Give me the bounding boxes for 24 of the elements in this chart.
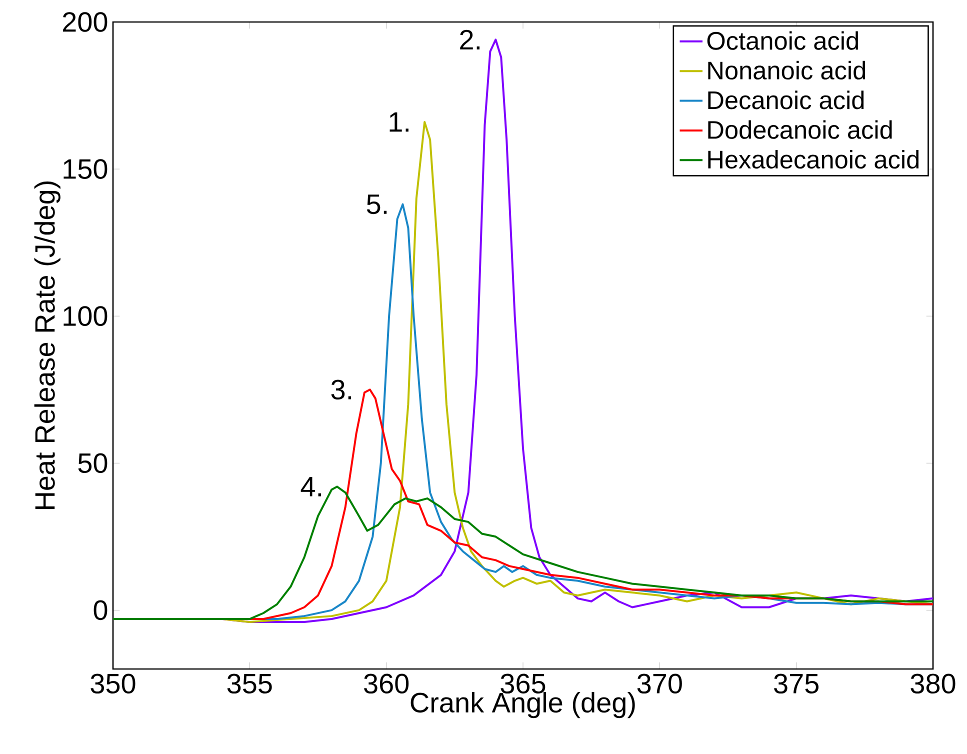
- legend-label: Octanoic acid: [707, 31, 858, 50]
- y-tick-label: 200: [62, 12, 108, 32]
- x-tick-label: 370: [637, 674, 682, 694]
- x-tick-label: 380: [910, 674, 956, 694]
- y-tick-label: 50: [78, 453, 108, 474]
- legend-label: Decanoic acid: [708, 90, 864, 110]
- x-tick-label: 360: [364, 674, 409, 694]
- x-axis-title: Crank Angle (deg): [410, 692, 635, 718]
- y-axis-title: Heat Release Rate (J/deg): [34, 182, 60, 509]
- x-tick-label: 365: [500, 674, 546, 694]
- x-tick-label: 350: [90, 674, 136, 694]
- annotation: 3.: [331, 380, 352, 400]
- legend-label: Dodecanoic acid: [708, 120, 892, 139]
- legend-label: Nonanoic acid: [708, 60, 866, 80]
- y-tick-label: 100: [64, 306, 108, 326]
- y-tick-label: 0: [94, 600, 108, 620]
- x-tick-label: 355: [227, 674, 272, 694]
- annotation: 1.: [390, 112, 408, 132]
- annotation: 4.: [300, 477, 321, 496]
- legend-label: Hexadecanoic acid: [708, 150, 919, 169]
- annotation: 5.: [366, 194, 387, 214]
- annotation: 2.: [460, 30, 480, 50]
- y-tick-label: 150: [64, 159, 108, 179]
- x-tick-label: 375: [774, 674, 818, 694]
